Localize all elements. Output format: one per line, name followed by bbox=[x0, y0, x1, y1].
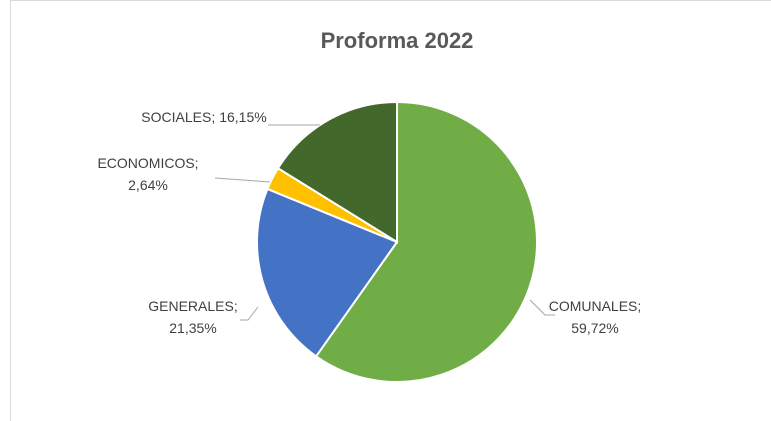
label-category: GENERALES bbox=[148, 298, 234, 314]
label-value: 59,72% bbox=[571, 320, 618, 336]
pie-slice bbox=[276, 100, 398, 244]
label-category: ECONOMICOS bbox=[97, 155, 194, 171]
chart-title: Proforma 2022 bbox=[321, 28, 474, 53]
label-value: 16,15% bbox=[219, 109, 266, 125]
leader-line bbox=[240, 306, 259, 321]
leader-line bbox=[214, 177, 271, 183]
data-label: COMUNALES; 59,72% bbox=[549, 298, 642, 336]
data-label: ECONOMICOS; 2,64% bbox=[97, 155, 198, 193]
label-separator: ; bbox=[195, 155, 199, 171]
label-value: 2,64% bbox=[128, 177, 168, 193]
pie-slice bbox=[314, 100, 538, 383]
label-category: COMUNALES bbox=[549, 298, 638, 314]
label-separator: ; bbox=[234, 298, 238, 314]
data-label: SOCIALES; 16,15% bbox=[141, 109, 266, 125]
data-label: GENERALES; 21,35% bbox=[148, 298, 237, 336]
label-separator: ; bbox=[211, 109, 215, 125]
label-category: SOCIALES bbox=[141, 109, 211, 125]
pie-slice bbox=[256, 187, 399, 358]
label-value: 21,35% bbox=[169, 320, 216, 336]
leader-line bbox=[529, 299, 555, 316]
label-separator: ; bbox=[637, 298, 641, 314]
